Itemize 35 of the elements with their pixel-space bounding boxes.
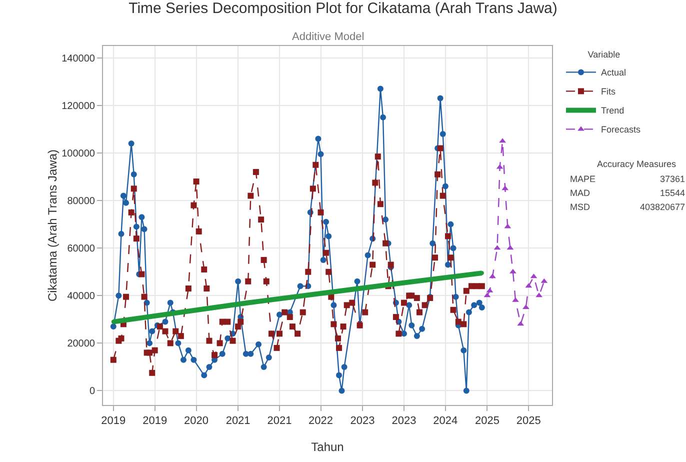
legend-label: Fits (600, 86, 616, 97)
x-tick-label: 2023 (350, 415, 375, 428)
y-tick-label: 60000 (67, 244, 96, 255)
point (512, 297, 519, 302)
y-axis-title: Cikatama (Arah Trans Jawa) (46, 149, 60, 302)
text: MAD 15544 (570, 188, 686, 198)
x-tick-label: 2020 (184, 415, 209, 428)
x-tick-label: 2024 (433, 415, 458, 428)
legend-label: Forecasts (600, 124, 641, 135)
y-tick-label: 40000 (67, 291, 96, 302)
x-tick-label: 2025 (474, 415, 500, 428)
x-axis-title: Tahun (311, 440, 344, 454)
x-tick-label: 2021 (226, 415, 250, 428)
chart-subtitle: Additive Model (292, 31, 364, 43)
point (489, 274, 496, 278)
x-tick-label: 2023 (392, 415, 416, 428)
y-tick-label: 120000 (62, 100, 96, 112)
y-tick-label: 0 (89, 386, 96, 398)
y-tick-label: 20000 (67, 338, 96, 350)
x-tick-label: 2022 (308, 415, 333, 428)
x-tick-label: 2025 (516, 415, 541, 428)
y-tick-label: 100000 (62, 148, 96, 160)
y-tick-label: 140000 (62, 53, 96, 64)
y-tick-label: 80000 (67, 196, 96, 208)
legend-label: Trend (600, 106, 624, 116)
text: Accuracy Measures (597, 159, 677, 169)
legend-title: Variable (588, 50, 620, 60)
x-tick-label: 2019 (142, 415, 168, 428)
text: MSD 403820677 (570, 202, 686, 212)
point (536, 292, 542, 298)
text: MAPE 37361 (570, 174, 686, 184)
x-tick-label: 2021 (267, 415, 292, 428)
chart-title: Time Series Decomposition Plot for Cikatama (Arah Trans Jawa) (128, 0, 558, 17)
legend-label: Actual (600, 68, 626, 78)
x-tick-label: 2019 (101, 415, 126, 428)
